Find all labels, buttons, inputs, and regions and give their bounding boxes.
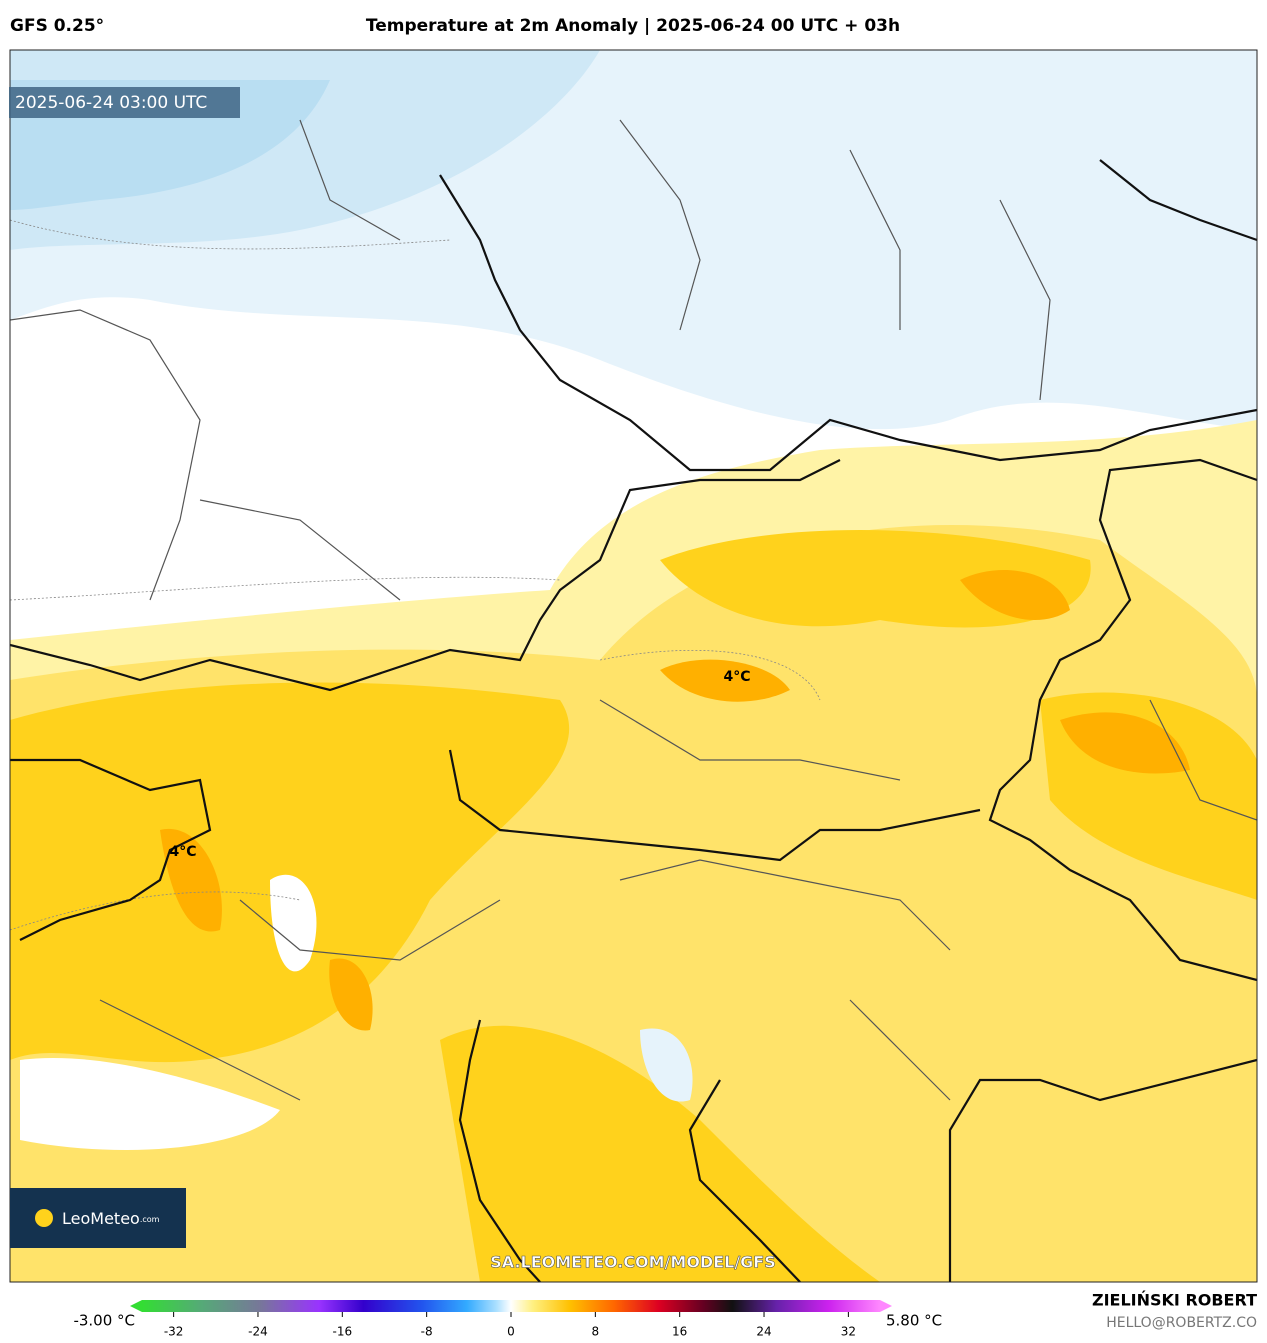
warm-area xyxy=(440,1025,880,1282)
map-title: Temperature at 2m Anomaly | 2025-06-24 0… xyxy=(366,16,900,36)
colorbar-tick-label: -8 xyxy=(421,1325,433,1339)
hot-spot xyxy=(160,828,222,932)
neutral-area xyxy=(270,874,317,972)
warm-area xyxy=(10,682,570,1063)
hot-spot xyxy=(960,570,1070,620)
warm-area xyxy=(660,530,1091,628)
logo-name: LeoMeteo xyxy=(62,1209,140,1228)
colorbar-tick-label: 32 xyxy=(841,1325,856,1339)
timestamp-box xyxy=(9,87,240,118)
hot-spot xyxy=(1060,712,1190,774)
watermark: SA.LEOMETEO.COM/MODEL/GFS xyxy=(490,1253,776,1272)
map xyxy=(10,50,1257,1282)
neutral-area xyxy=(20,1058,280,1150)
colorbar-tick-label: -32 xyxy=(164,1325,184,1339)
model-label: GFS 0.25° xyxy=(10,16,104,36)
colorbar-tick-label: 0 xyxy=(507,1325,515,1339)
hot-spot xyxy=(329,958,373,1031)
colorbar xyxy=(130,1300,892,1312)
colorbar-high-arrow xyxy=(880,1300,892,1312)
region-border xyxy=(10,119,1257,1101)
colorbar-tick-label: 8 xyxy=(592,1325,600,1339)
colorbar-tick-label: -24 xyxy=(248,1325,268,1339)
timestamp: 2025-06-24 03:00 UTC xyxy=(15,93,207,113)
contact: HELLO@ROBERTZ.CO xyxy=(1106,1315,1257,1331)
colorbar-scale xyxy=(142,1300,880,1312)
colorbar-min: -3.00 °C xyxy=(73,1312,135,1330)
logo-sun xyxy=(35,1209,53,1227)
logo-text: LeoMeteo.com xyxy=(62,1209,160,1228)
colorbar-tick-label: 16 xyxy=(672,1325,687,1339)
contour-label: 4°C xyxy=(169,844,196,860)
author: ZIELIŃSKI ROBERT xyxy=(1092,1291,1257,1310)
contour-label: 4°C xyxy=(723,669,750,685)
cold-area xyxy=(640,1028,693,1102)
colorbar-tick-label: 24 xyxy=(756,1325,771,1339)
map-frame xyxy=(9,49,1258,1283)
colorbar-tick-label: -16 xyxy=(333,1325,353,1339)
country-border xyxy=(10,159,1257,1282)
colorbar-low-arrow xyxy=(130,1300,142,1312)
colorbar-max: 5.80 °C xyxy=(886,1312,942,1330)
logo-suffix: .com xyxy=(140,1215,160,1224)
hot-spot xyxy=(660,659,790,702)
